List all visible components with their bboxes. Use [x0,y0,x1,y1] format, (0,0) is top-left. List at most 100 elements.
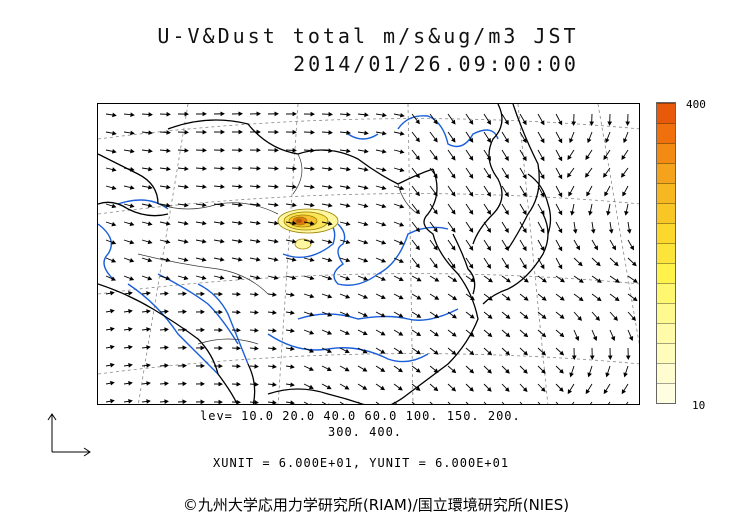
wind-arrow-head [256,111,261,117]
wind-arrow-head [623,138,628,144]
wind-arrow-head [416,277,422,282]
wind-arrow-head [399,185,405,191]
wind-arrow-head [487,296,493,301]
wind-arrow-head [164,327,169,332]
wind-arrow-head [468,119,474,125]
wind-arrow-head [220,184,225,189]
wind-arrow-head [585,155,590,161]
wind-arrow-head [451,191,456,197]
wind-arrow-head [399,149,405,154]
wind-arrow-head [273,257,279,262]
wind-arrow-head [487,314,493,319]
wind-arrow-head [362,367,368,372]
wind-arrow-head [469,332,475,337]
wind-arrow-head [363,239,369,245]
wind-arrow-head [504,192,509,198]
wind-arrow-head [147,257,153,263]
wind-arrow-head [128,380,133,386]
wind-arrow-head [381,240,387,245]
wind-arrow-head [559,368,564,374]
wind-arrow-head [166,130,171,135]
wind-arrow-head [148,112,153,117]
wind-arrow-head [486,387,492,392]
wind-arrow-head [540,368,546,374]
wind-arrow-head [309,311,315,317]
wind-arrow-head [327,257,333,263]
wind-arrow-head [607,355,613,360]
wind-arrow-head [363,276,369,281]
wind-arrow [607,401,611,404]
wind-arrow-head [558,387,564,392]
wind-arrow-head [129,166,135,172]
wind-arrow-head [309,220,315,226]
wind-arrow-head [327,293,333,299]
wind-arrow-head [345,257,351,263]
wind-arrow-head [570,210,575,216]
wind-arrow-head [112,130,117,136]
wind-arrow-head [451,313,457,319]
wind-arrow-head [486,137,492,143]
wind-arrow-head [146,381,151,386]
wind-arrow-head [433,209,438,215]
wind-arrow-head [291,257,297,262]
wind-arrow-head [398,258,404,263]
wind-arrow-head [202,220,207,226]
wind-arrow-head [522,368,528,374]
wind-arrow-head [541,314,547,319]
wind-arrow-head [541,296,547,301]
wind-arrow-head [523,314,529,320]
wind-arrow [429,401,433,404]
wind-arrow-head [326,385,332,390]
wind-arrow-head [128,344,133,350]
wind-arrow-head [469,295,475,301]
wind-arrow-head [129,239,135,245]
wind-arrow-head [309,275,315,281]
wind-arrow-head [415,209,420,215]
wind-arrow-head [236,363,241,369]
wind-arrow-head [236,327,241,333]
copyright-credit: ©九州大学応用力学研究所(RIAM)/国立環境研究所(NIES) [182,496,570,514]
wind-arrow-head [310,148,315,153]
wind-arrow-head [487,332,493,338]
wind-arrow-head [219,275,225,280]
wind-arrow-head [238,111,243,117]
wind-arrow-head [256,147,261,153]
wind-arrow-head [557,120,563,126]
wind-arrow-head [540,387,546,392]
wind-arrow-head [399,203,405,209]
wind-arrow-head [415,386,421,391]
wind-arrow-head [468,209,474,215]
wind-arrow-head [415,227,420,233]
wind-arrow-head [165,257,171,263]
wind-arrow-head [505,277,511,283]
wind-arrow-head [164,399,169,404]
wind-arrow-head [586,191,591,197]
wind-arrow-head [274,238,279,244]
wind-arrow-head [433,386,439,392]
wind-arrow-head [274,202,279,208]
wind-dust-map [98,104,639,404]
wind-arrow-head [605,138,610,144]
wind-arrow-head [290,346,295,351]
wind-arrow-head [363,221,369,227]
wind-arrow-head [254,364,259,369]
wind-arrow-head [182,363,187,369]
wind-arrow-head [541,350,547,356]
wind-arrow-head [328,403,330,404]
wind-arrow-head [327,221,333,226]
wind-arrow-head [274,220,279,226]
wind-arrow-head [328,148,333,154]
wind-arrow-head [129,258,135,263]
wind-arrow-head [274,111,279,117]
wind-arrow-head [220,147,225,153]
wind-arrow-head [559,350,565,356]
wind-arrow-head [345,294,351,299]
wind-arrow-head [362,330,368,336]
wind-arrow-head [622,191,627,197]
wind-arrow-head [130,130,135,136]
wind-arrow-head [381,258,387,263]
wind-arrow-head [523,277,529,283]
wind-arrow-head [416,331,422,337]
wind-arrow-head [236,291,241,297]
wind-arrow-head [486,209,492,215]
